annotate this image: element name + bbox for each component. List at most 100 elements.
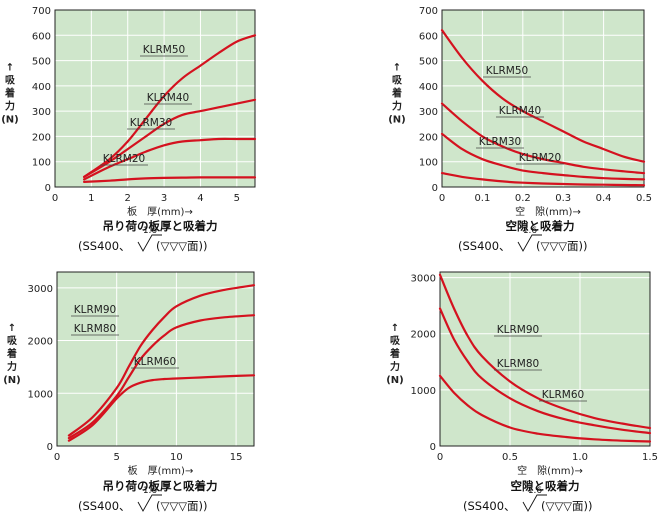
series-label-klrm60: KLRM60 [134, 356, 176, 368]
x-tick-label: 0 [54, 452, 60, 463]
y-tick-label: 200 [32, 132, 51, 143]
x-tick-label: 5 [114, 452, 120, 463]
series-label-klrm20: KLRM20 [519, 152, 561, 164]
y-tick-label: 100 [32, 158, 51, 169]
x-tick-label: 1 [88, 193, 94, 204]
x-tick-label: 5 [234, 193, 240, 204]
x-tick-label: 3 [161, 193, 167, 204]
y-axis-label: 力 [392, 100, 402, 113]
y-tick-label: 300 [32, 107, 51, 118]
chart-caption: 吊り荷の板厚と吸着力 [103, 219, 218, 233]
condition-prefix: (SS400、 [78, 499, 131, 513]
condition-prefix: (SS400、 [463, 499, 516, 513]
series-line-klrm20 [440, 172, 646, 187]
condition-suffix: (▽▽▽面)) [536, 239, 588, 253]
condition-prefix: (SS400、 [78, 239, 131, 253]
y-tick-label: 400 [419, 82, 438, 93]
x-tick-label: 0 [52, 193, 58, 204]
y-tick-label: 2000 [28, 337, 53, 348]
series-line-klrm90 [67, 284, 256, 437]
series-line-klrm50 [440, 29, 646, 163]
x-tick-label: 0.3 [555, 193, 571, 204]
roughness-symbol [137, 234, 162, 252]
series-line-klrm60 [67, 374, 256, 442]
y-axis-label: 着 [4, 87, 15, 100]
series-line-klrm30 [83, 137, 257, 181]
plot-frame [54, 9, 256, 188]
series-line-klrm80 [438, 307, 652, 435]
y-tick-label: 500 [32, 57, 51, 68]
chart-panel-2: 0 0.1 0.2 0.3 0.4 0.5 0 100 200 300 400 500 600 700 KL… [388, 6, 652, 253]
y-axis-label: 着 [389, 347, 400, 360]
y-axis-label: ↑ [6, 63, 14, 74]
y-axis-label: 力 [7, 360, 17, 373]
y-tick-label: 1000 [411, 386, 436, 397]
chart-caption: 空隙と吸着力 [506, 219, 575, 233]
series-label-klrm30: KLRM30 [130, 117, 172, 129]
plot-frame [439, 271, 651, 447]
chart-panel-3: 0 5 10 15 0 1000 2000 3000 KLRM90 KLRM80 KLRM60 ↑吸着… [3, 271, 256, 513]
x-axis-label: 空 隙(mm)→ [515, 205, 581, 218]
series-label-klrm60: KLRM60 [542, 389, 584, 401]
y-tick-label: 600 [32, 31, 51, 42]
y-tick-label: 300 [419, 107, 438, 118]
x-tick-label: 0 [437, 452, 443, 463]
chart-panel-1: 0 1 2 3 4 5 0 100 200 300 400 500 600 700 KLRM50 KLRM40… [1, 6, 257, 253]
series-label-klrm50: KLRM50 [486, 65, 528, 77]
y-tick-label: 0 [45, 183, 51, 194]
roughness-symbol [137, 494, 162, 512]
y-axis-label: ↑ [393, 63, 401, 74]
roughness-value: 1.6 [143, 226, 158, 236]
y-axis-label: 力 [390, 360, 400, 373]
y-axis-label: 吸 [7, 335, 18, 347]
series-label-klrm80: KLRM80 [74, 323, 116, 335]
y-tick-label: 100 [419, 158, 438, 169]
plot-area [56, 271, 255, 447]
chart-caption: 吊り荷の板厚と吸着力 [103, 479, 218, 493]
condition-suffix: (▽▽▽面)) [156, 499, 208, 513]
plot-area [439, 271, 651, 447]
series-label-klrm90: KLRM90 [74, 304, 116, 316]
x-tick-label: 0.5 [502, 452, 518, 463]
condition-suffix: (▽▽▽面)) [541, 499, 593, 513]
x-tick-label: 2 [125, 193, 131, 204]
y-axis-label: 着 [391, 87, 402, 100]
roughness-symbol [517, 234, 542, 252]
chart-panel-4: 0 0.5 1.0 1.5 0 1000 2000 3000 KLRM90 KLRM80 KLRM6… [386, 271, 658, 513]
x-tick-label: 1.5 [642, 452, 658, 463]
y-tick-label: 0 [47, 442, 53, 453]
y-axis-label: (N) [388, 115, 406, 126]
series-line-klrm80 [67, 314, 256, 440]
x-tick-label: 0 [439, 193, 445, 204]
y-tick-label: 600 [419, 31, 438, 42]
series-label-klrm90: KLRM90 [497, 324, 539, 336]
series-line-klrm40 [83, 98, 257, 178]
y-tick-label: 200 [419, 132, 438, 143]
series-label-klrm80: KLRM80 [497, 358, 539, 370]
series-line-klrm20 [83, 176, 257, 183]
y-tick-label: 2000 [411, 330, 436, 341]
x-tick-label: 1.0 [572, 452, 588, 463]
y-axis-label: 吸 [392, 75, 403, 87]
series-line-klrm60 [438, 374, 652, 443]
roughness-value: 1.6 [143, 486, 158, 496]
y-tick-label: 3000 [411, 274, 436, 285]
plot-frame [441, 9, 645, 188]
y-axis-label: (N) [3, 375, 21, 386]
series-line-klrm40 [440, 102, 646, 175]
y-axis-label: ↑ [391, 323, 399, 334]
y-tick-label: 700 [32, 6, 51, 17]
plot-area [54, 9, 256, 188]
roughness-value: 1.6 [528, 486, 543, 496]
series-label-klrm30: KLRM30 [479, 136, 521, 148]
y-axis-label: 着 [6, 347, 17, 360]
y-axis-label: 吸 [390, 335, 401, 347]
series-label-klrm40: KLRM40 [499, 105, 541, 117]
condition-prefix: (SS400、 [458, 239, 511, 253]
y-axis-label: ↑ [8, 323, 16, 334]
x-tick-label: 0.2 [515, 193, 531, 204]
chart-caption: 空隙と吸着力 [511, 479, 580, 493]
series-label-klrm50: KLRM50 [143, 44, 185, 56]
series-label-klrm40: KLRM40 [147, 92, 189, 104]
